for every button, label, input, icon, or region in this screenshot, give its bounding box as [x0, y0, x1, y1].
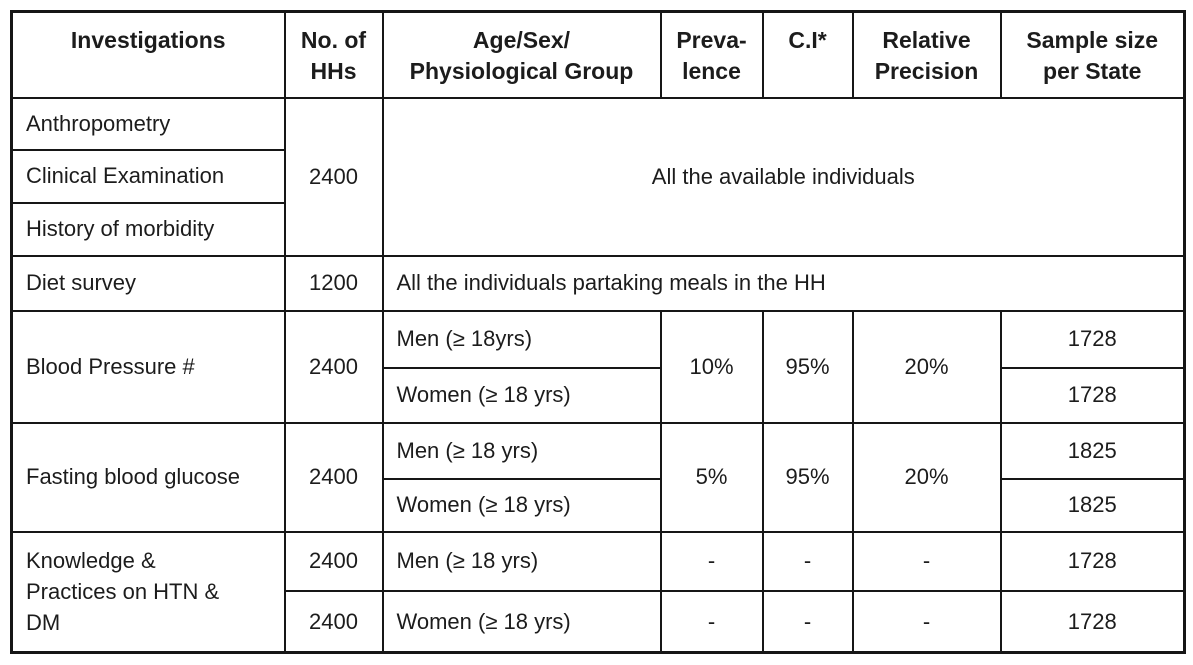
header-age-sex-group: Age/Sex/ Physiological Group	[381, 10, 662, 99]
cell-sample-knowledge-practices-women: 1728	[999, 589, 1186, 654]
cell-hhs-knowledge-practices-men: 2400	[283, 530, 384, 592]
cell-ci-blood-pressure: 95%	[761, 309, 854, 424]
row-clinical-examination: Clinical Examination	[10, 148, 1185, 204]
cell-sample-fasting-blood-glucose-women: 1825	[999, 477, 1186, 533]
cell-prevalence-knowledge-practices-women: -	[659, 589, 764, 654]
cell-group-fasting-blood-glucose-women: Women (≥ 18 yrs)	[381, 477, 662, 533]
cell-group-blood-pressure-women: Women (≥ 18 yrs)	[381, 366, 662, 424]
cell-group-blood-pressure-men: Men (≥ 18yrs)	[381, 309, 662, 369]
cell-note-household-group: All the available individuals	[381, 96, 1186, 257]
row-knowledge-practices-men: Knowledge & Practices on HTN & DM 2400 M…	[10, 530, 1186, 654]
row-anthropometry: Anthropometry 2400 All the available ind…	[10, 96, 1186, 257]
cell-investigation-anthropometry: Anthropometry	[10, 96, 286, 151]
row-diet-survey: Diet survey 1200 All the individuals par…	[10, 254, 1186, 312]
header-relative-precision: Relative Precision	[851, 10, 1002, 99]
cell-sample-fasting-blood-glucose-men: 1825	[999, 421, 1186, 480]
row-blood-pressure-men: Blood Pressure # 2400 Men (≥ 18yrs) 10% …	[10, 309, 1186, 424]
cell-hhs-knowledge-practices-women: 2400	[283, 589, 384, 654]
header-ci: C.I*	[761, 10, 854, 99]
header-no-of-hhs: No. of HHs	[283, 10, 384, 99]
cell-ci-knowledge-practices-men: -	[761, 530, 854, 592]
cell-group-knowledge-practices-men: Men (≥ 18 yrs)	[381, 530, 662, 592]
cell-prevalence-blood-pressure: 10%	[659, 309, 764, 424]
cell-investigation-history-of-morbidity: History of morbidity	[10, 201, 286, 257]
cell-group-fasting-blood-glucose-men: Men (≥ 18 yrs)	[381, 421, 662, 480]
cell-ci-knowledge-practices-women: -	[761, 589, 854, 654]
cell-hhs-diet-survey: 1200	[283, 254, 384, 312]
cell-sample-knowledge-practices-men: 1728	[999, 530, 1186, 592]
cell-investigation-blood-pressure: Blood Pressure #	[10, 309, 286, 424]
cell-group-knowledge-practices-women: Women (≥ 18 yrs)	[381, 589, 662, 654]
header-sample-size: Sample size per State	[999, 10, 1186, 99]
cell-investigation-clinical-examination: Clinical Examination	[10, 148, 286, 204]
cell-relative-precision-blood-pressure: 20%	[851, 309, 1002, 424]
header-investigations: Investigations	[10, 10, 286, 99]
cell-investigation-fasting-blood-glucose: Fasting blood glucose	[10, 421, 286, 533]
cell-hhs-household-group: 2400	[283, 96, 384, 257]
cell-hhs-blood-pressure: 2400	[283, 309, 384, 424]
cell-investigation-diet-survey: Diet survey	[10, 254, 286, 312]
survey-sampling-table: Investigations No. of HHs Age/Sex/ Physi…	[10, 10, 1186, 654]
cell-note-diet-survey: All the individuals partaking meals in t…	[381, 254, 1186, 312]
cell-relative-precision-knowledge-practices-women: -	[851, 589, 1002, 654]
cell-hhs-fasting-blood-glucose: 2400	[283, 421, 384, 533]
header-prevalence: Preva- lence	[659, 10, 764, 99]
row-fasting-blood-glucose-women: Women (≥ 18 yrs) 1825	[12, 477, 1186, 533]
row-fasting-blood-glucose-men: Fasting blood glucose 2400 Men (≥ 18 yrs…	[10, 421, 1186, 533]
cell-prevalence-fasting-blood-glucose: 5%	[659, 421, 764, 533]
row-blood-pressure-women: Women (≥ 18 yrs) 1728	[12, 366, 1186, 424]
cell-prevalence-knowledge-practices-men: -	[659, 530, 764, 592]
row-knowledge-practices-women: 2400 Women (≥ 18 yrs) - - - 1728	[12, 589, 1186, 654]
cell-sample-blood-pressure-women: 1728	[999, 366, 1186, 424]
row-history-of-morbidity: History of morbidity	[10, 201, 1185, 257]
cell-relative-precision-fasting-blood-glucose: 20%	[851, 421, 1002, 533]
cell-sample-blood-pressure-men: 1728	[999, 309, 1186, 369]
cell-ci-fasting-blood-glucose: 95%	[761, 421, 854, 533]
cell-investigation-knowledge-practices: Knowledge & Practices on HTN & DM	[10, 530, 286, 654]
cell-relative-precision-knowledge-practices-men: -	[851, 530, 1002, 592]
header-row: Investigations No. of HHs Age/Sex/ Physi…	[10, 10, 1186, 99]
